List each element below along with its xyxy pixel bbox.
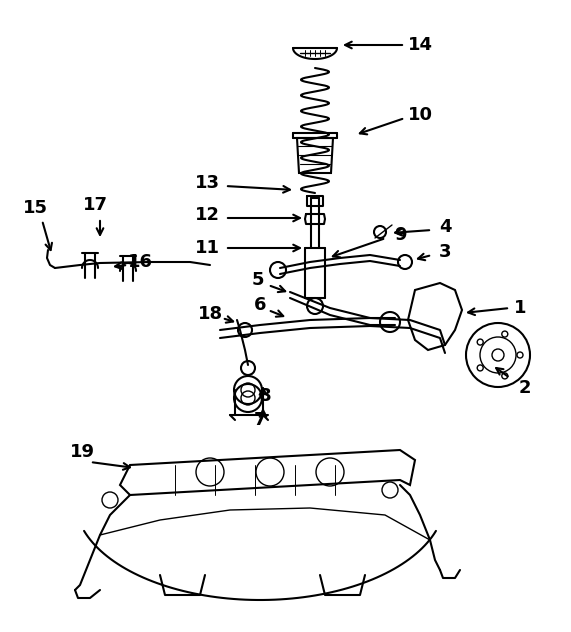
Text: 2: 2 (518, 379, 531, 397)
Text: 7: 7 (254, 411, 266, 429)
Text: 4: 4 (439, 218, 451, 236)
Text: 3: 3 (439, 243, 451, 261)
Text: 6: 6 (254, 296, 266, 314)
Text: 16: 16 (127, 253, 152, 271)
Text: 19: 19 (70, 443, 94, 461)
Text: 9: 9 (394, 226, 406, 244)
Text: 15: 15 (22, 199, 47, 217)
Text: 10: 10 (408, 106, 432, 124)
Text: 14: 14 (408, 36, 432, 54)
Text: 1: 1 (514, 299, 526, 317)
Text: 8: 8 (259, 387, 271, 405)
Text: 11: 11 (195, 239, 219, 257)
Text: 5: 5 (252, 271, 264, 289)
Text: 17: 17 (82, 196, 107, 214)
Text: 18: 18 (198, 305, 223, 323)
Text: 12: 12 (195, 206, 219, 224)
Text: 13: 13 (195, 174, 219, 192)
